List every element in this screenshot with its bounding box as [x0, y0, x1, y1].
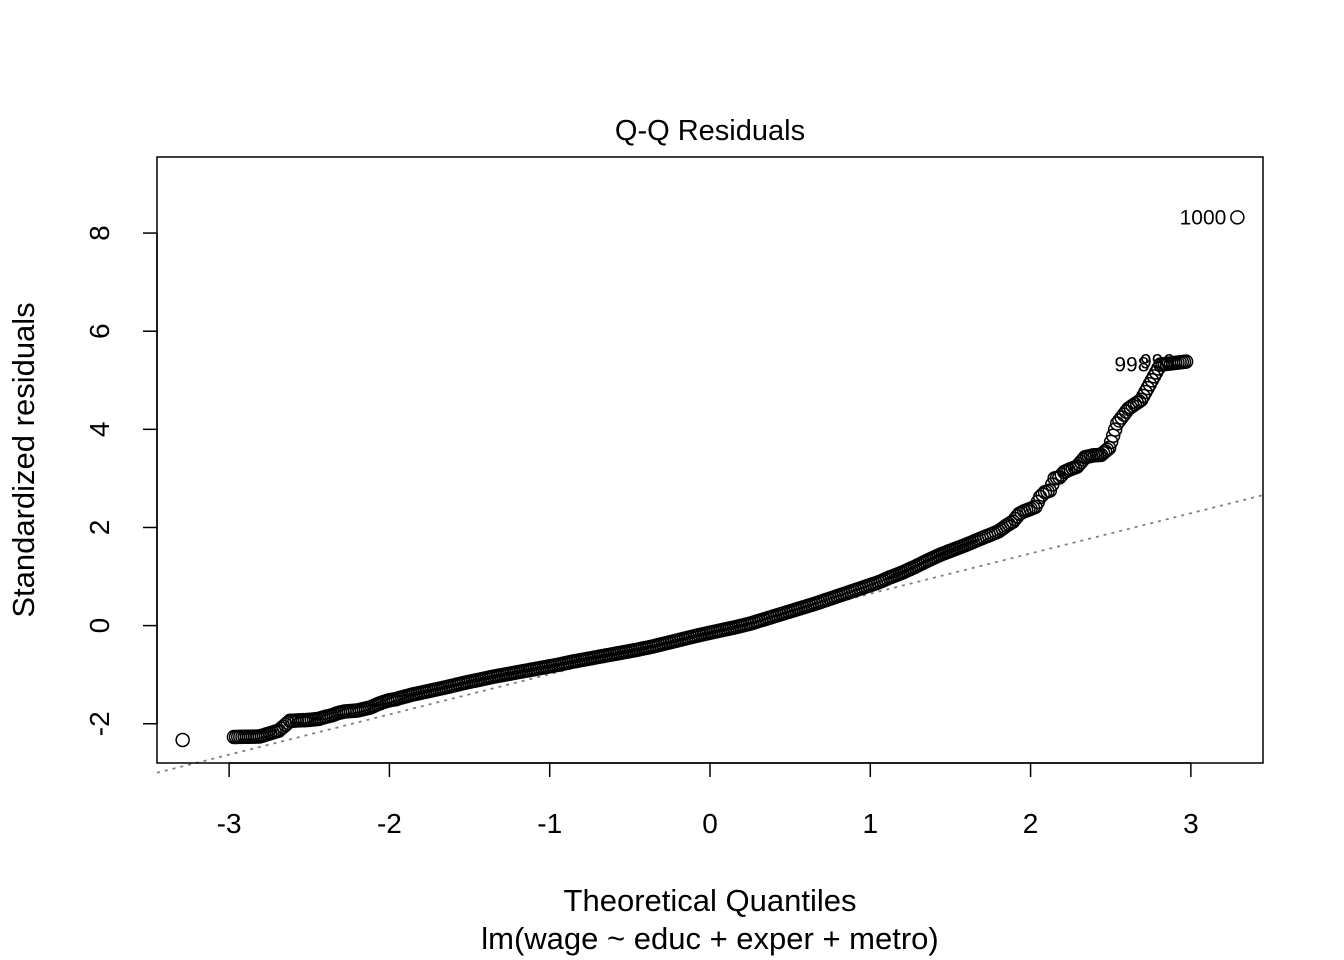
x-tick-label: -1 — [537, 808, 562, 839]
y-tick-label: -2 — [84, 711, 115, 736]
point-label: 999 — [1140, 351, 1175, 374]
x-axis-title: Theoretical Quantiles — [564, 883, 857, 918]
y-axis-title: Standardized residuals — [6, 302, 41, 617]
y-tick-label: 0 — [84, 618, 115, 634]
model-formula-subtitle: lm(wage ~ educ + exper + metro) — [481, 921, 938, 956]
point-label: 998 — [1114, 354, 1149, 377]
y-tick-label: 4 — [84, 422, 115, 438]
x-axis: -3 -2 -1 0 1 2 3 — [217, 762, 1199, 839]
y-tick-label: 2 — [84, 520, 115, 536]
x-tick-label: 1 — [863, 808, 879, 839]
residual-point — [1099, 442, 1115, 457]
x-tick-label: -2 — [377, 808, 402, 839]
x-tick-label: 0 — [702, 808, 718, 839]
points-layer — [175, 210, 1245, 748]
x-tick-label: 3 — [1183, 808, 1199, 839]
x-tick-label: 2 — [1023, 808, 1039, 839]
y-axis: -2 0 2 4 6 8 — [84, 225, 158, 736]
residual-point — [1230, 210, 1245, 225]
residual-point — [1107, 422, 1123, 437]
y-tick-label: 6 — [84, 323, 115, 339]
residual-point — [1178, 354, 1194, 369]
point-label: 1000 — [1180, 206, 1227, 229]
residual-point — [175, 732, 190, 748]
y-tick-label: 8 — [84, 225, 115, 241]
chart-title: Q-Q Residuals — [615, 115, 805, 147]
x-tick-label: -3 — [217, 808, 242, 839]
residual-point — [1042, 483, 1058, 498]
